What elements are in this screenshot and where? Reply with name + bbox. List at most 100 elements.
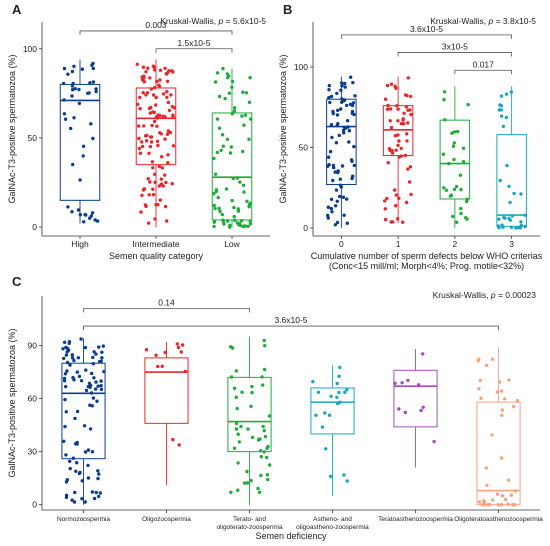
data-point	[146, 66, 150, 70]
data-point	[81, 154, 85, 158]
data-point	[89, 122, 93, 126]
data-point	[509, 90, 513, 94]
box-5	[476, 347, 521, 507]
data-point	[351, 80, 355, 85]
data-point	[383, 207, 387, 211]
data-point	[347, 129, 352, 133]
data-point	[238, 180, 242, 184]
data-point	[217, 94, 222, 99]
data-point	[236, 461, 240, 465]
data-point	[490, 433, 494, 437]
data-point	[396, 217, 400, 221]
data-point	[163, 204, 168, 209]
data-point	[86, 463, 90, 468]
data-point	[396, 119, 400, 123]
data-point	[456, 129, 460, 134]
data-point	[466, 102, 470, 107]
data-point	[241, 90, 245, 94]
data-point	[498, 103, 502, 107]
data-point	[220, 133, 225, 137]
box-3	[496, 86, 528, 230]
data-point	[213, 172, 218, 176]
data-point	[316, 390, 321, 394]
comparison-bracket	[155, 48, 233, 53]
data-point	[92, 350, 96, 354]
data-point	[326, 164, 330, 168]
data-point	[86, 476, 91, 480]
data-point	[245, 199, 249, 203]
box-0	[326, 75, 357, 228]
data-point	[159, 132, 163, 136]
comparison-p-label: 3.6x10-5	[274, 315, 307, 325]
data-point	[408, 165, 413, 169]
data-point	[241, 149, 245, 154]
data-point	[404, 105, 409, 109]
data-point	[93, 218, 97, 222]
data-point	[403, 153, 408, 158]
data-point	[78, 213, 83, 217]
data-point	[230, 112, 234, 116]
data-point	[138, 95, 142, 100]
box-2	[227, 336, 272, 505]
data-point	[232, 214, 236, 219]
data-point	[320, 425, 325, 429]
data-point	[351, 101, 356, 105]
data-point	[224, 187, 229, 191]
panel-letter: C	[12, 274, 22, 289]
data-point	[161, 184, 165, 188]
data-point	[68, 363, 72, 367]
data-point	[405, 93, 409, 98]
data-point	[228, 151, 233, 155]
data-point	[345, 479, 349, 483]
data-point	[94, 352, 98, 356]
data-point	[337, 374, 341, 378]
data-point	[158, 68, 163, 73]
data-point	[76, 208, 81, 212]
data-point	[246, 427, 250, 431]
data-point	[390, 151, 395, 155]
box-iqr	[382, 105, 414, 157]
data-point	[507, 378, 511, 382]
box-iqr	[393, 369, 438, 428]
data-point	[393, 381, 397, 385]
data-point	[137, 136, 141, 141]
data-point	[77, 87, 81, 92]
data-point	[144, 204, 148, 209]
data-point	[343, 390, 347, 394]
data-point	[225, 72, 229, 76]
data-point	[88, 385, 92, 389]
data-point	[461, 146, 466, 150]
data-point	[249, 117, 253, 121]
data-point	[335, 401, 340, 406]
y-tick-label: 0	[303, 223, 308, 233]
data-point	[234, 421, 239, 426]
data-point	[350, 103, 355, 108]
data-point	[70, 84, 75, 88]
panel-b: B 0 50 100 GalNAc-T3-positive spermatozoa (%…	[278, 2, 543, 271]
data-point	[511, 503, 515, 507]
panel-a: A 0 50 100 GalNAc-T3-positive spermatozoa (%…	[7, 2, 270, 261]
data-point	[405, 132, 409, 136]
data-point	[503, 397, 507, 401]
data-point	[217, 126, 222, 130]
data-point	[464, 216, 468, 220]
data-point	[386, 103, 390, 108]
data-point	[98, 491, 103, 495]
data-point	[256, 486, 260, 491]
data-point	[261, 383, 265, 387]
data-point	[94, 89, 98, 94]
data-point	[97, 360, 102, 364]
data-point	[232, 205, 236, 210]
data-point	[70, 210, 74, 214]
data-point	[477, 500, 482, 504]
data-point	[183, 369, 187, 374]
data-point	[71, 456, 76, 460]
data-point	[345, 103, 349, 108]
data-point	[215, 117, 220, 121]
data-point	[337, 390, 341, 395]
data-point	[402, 111, 406, 116]
data-point	[340, 164, 345, 168]
data-point	[262, 429, 266, 433]
data-point	[502, 215, 506, 220]
data-point	[343, 85, 347, 89]
